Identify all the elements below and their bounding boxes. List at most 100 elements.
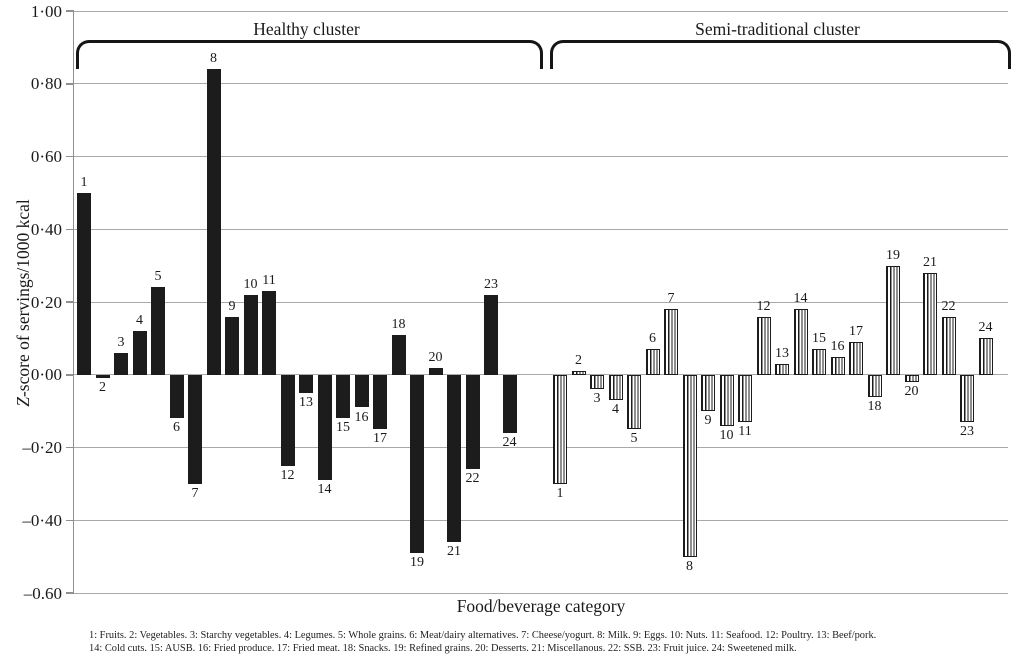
- bar-semi-traditional-9: [701, 374, 715, 412]
- bar-healthy-12: [280, 374, 295, 466]
- semi-traditional-cluster-label: Semi-traditional cluster: [695, 19, 860, 39]
- bar-healthy-18: [391, 334, 406, 375]
- y-tick-label: 0·40: [30, 219, 62, 239]
- bar-label-semi-traditional-4: 4: [612, 402, 619, 418]
- gridline-1·00: [74, 10, 1008, 12]
- gridline-0·60: [74, 156, 1008, 157]
- bar-label-healthy-11: 11: [262, 273, 276, 289]
- bar-label-semi-traditional-19: 19: [886, 247, 900, 263]
- gridline-0·00: [74, 374, 1008, 376]
- bar-label-semi-traditional-2: 2: [575, 353, 582, 369]
- bar-semi-traditional-18: [867, 374, 882, 397]
- bar-healthy-10: [243, 294, 258, 375]
- bar-semi-traditional-19: [886, 265, 900, 375]
- bar-label-healthy-22: 22: [465, 471, 480, 487]
- bar-healthy-6: [169, 374, 184, 419]
- y-axis-tick: [66, 155, 74, 158]
- bar-label-healthy-24: 24: [502, 434, 517, 450]
- plot-area: 1·00 0·80 0·60 0·40 0·20 0·00 –0·20 –0·40 –0.60 1…: [22, 2, 1008, 603]
- bar-label-semi-traditional-15: 15: [812, 331, 826, 347]
- bar-label-semi-traditional-17: 17: [849, 324, 863, 339]
- bar-healthy-24: [502, 374, 517, 433]
- bar-label-semi-traditional-20: 20: [904, 384, 919, 399]
- bar-semi-traditional-21: [923, 272, 937, 375]
- bar-label-semi-traditional-1: 1: [556, 485, 564, 501]
- semi-traditional-cluster-brace: [550, 40, 1011, 69]
- x-axis-title: Food/beverage category: [456, 596, 626, 616]
- footnote: 1: Fruits. 2: Vegetables. 3: Starchy veg…: [89, 630, 1009, 655]
- bar-label-healthy-10: 10: [243, 276, 258, 292]
- y-axis-tick: [66, 301, 74, 303]
- bar-semi-traditional-11: [738, 374, 752, 423]
- bar-semi-traditional-8: [682, 374, 697, 557]
- y-tick-label: 0·20: [30, 292, 62, 312]
- gridline-0·80: [74, 83, 1008, 85]
- bar-label-healthy-15: 15: [336, 420, 350, 436]
- bar-label-semi-traditional-13: 13: [775, 345, 789, 361]
- bar-semi-traditional-2: [571, 371, 586, 375]
- bar-healthy-15: [336, 374, 350, 419]
- bar-healthy-22: [465, 374, 480, 470]
- bar-semi-traditional-15: [812, 349, 826, 375]
- y-axis-tick: [66, 374, 74, 376]
- bar-label-healthy-4: 4: [136, 313, 143, 329]
- bar-healthy-3: [114, 352, 128, 375]
- bar-label-healthy-8: 8: [210, 51, 217, 67]
- y-axis-tick: [66, 228, 74, 230]
- bar-label-semi-traditional-10: 10: [719, 427, 734, 443]
- bar-semi-traditional-10: [719, 374, 734, 426]
- bar-label-semi-traditional-6: 6: [649, 331, 656, 347]
- bar-semi-traditional-14: [793, 309, 808, 375]
- y-tick-label: –0.60: [23, 583, 62, 603]
- bar-label-semi-traditional-14: 14: [793, 291, 808, 307]
- bar-label-semi-traditional-18: 18: [867, 398, 882, 414]
- bar-label-healthy-16: 16: [354, 409, 369, 425]
- bar-label-semi-traditional-16: 16: [830, 338, 845, 354]
- bar-healthy-23: [484, 294, 498, 375]
- bar-label-healthy-19: 19: [410, 555, 424, 570]
- y-axis-line: [72, 11, 74, 593]
- bar-healthy-21: [447, 374, 461, 543]
- y-tick-label: –0·40: [22, 510, 62, 530]
- bar-healthy-5: [151, 287, 165, 375]
- bar-healthy-16: [354, 374, 369, 408]
- bar-label-healthy-23: 23: [484, 276, 498, 292]
- bar-healthy-17: [373, 374, 387, 430]
- bar-semi-traditional-17: [849, 342, 863, 375]
- bar-label-semi-traditional-11: 11: [738, 424, 752, 439]
- bar-label-healthy-7: 7: [191, 485, 199, 501]
- bar-label-semi-traditional-12: 12: [756, 298, 771, 314]
- bar-label-semi-traditional-5: 5: [630, 431, 638, 447]
- bar-healthy-20: [428, 367, 443, 375]
- bar-label-semi-traditional-23: 23: [960, 424, 974, 439]
- y-axis-tick: [66, 10, 74, 12]
- bar-label-semi-traditional-9: 9: [704, 413, 712, 429]
- bar-healthy-19: [410, 374, 424, 553]
- bar-label-healthy-3: 3: [117, 334, 125, 350]
- footnote-line-1: 1: Fruits. 2: Vegetables. 3: Starchy veg…: [89, 630, 877, 641]
- bar-semi-traditional-12: [756, 316, 771, 375]
- bar-label-healthy-9: 9: [228, 298, 236, 314]
- bar-label-semi-traditional-24: 24: [978, 320, 993, 336]
- y-tick-label: 1·00: [30, 1, 62, 21]
- bar-semi-traditional-4: [608, 374, 623, 401]
- bar-healthy-7: [188, 374, 202, 484]
- bar-semi-traditional-6: [645, 349, 660, 375]
- y-tick-label: 0·60: [30, 147, 62, 166]
- y-tick-label: 0·00: [30, 365, 62, 385]
- bar-semi-traditional-23: [960, 374, 974, 423]
- gridline-–0.60: [74, 592, 1008, 594]
- bar-label-semi-traditional-8: 8: [686, 558, 693, 574]
- gridline-0·40: [74, 228, 1008, 230]
- bar-label-healthy-20: 20: [428, 349, 443, 365]
- bar-healthy-2: [95, 374, 110, 379]
- bar-semi-traditional-24: [978, 338, 993, 375]
- bar-label-healthy-17: 17: [373, 431, 387, 447]
- bar-label-healthy-1: 1: [80, 174, 88, 190]
- y-axis-tick: [66, 592, 74, 594]
- bar-label-healthy-5: 5: [154, 269, 162, 285]
- bar-healthy-11: [262, 291, 276, 375]
- y-axis-title-z: Z: [13, 397, 33, 407]
- y-axis-tick: [66, 83, 74, 85]
